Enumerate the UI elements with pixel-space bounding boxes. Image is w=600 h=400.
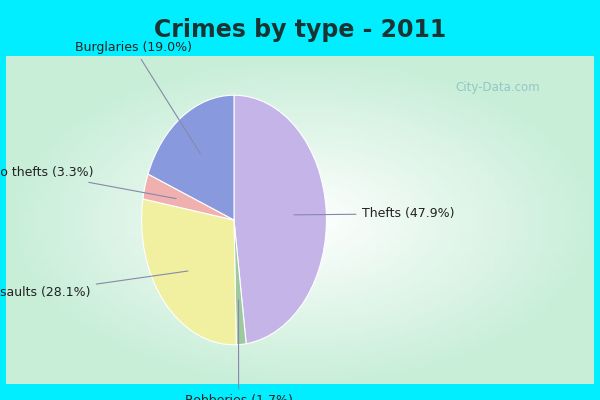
Text: Burglaries (19.0%): Burglaries (19.0%): [76, 41, 200, 154]
Text: Robberies (1.7%): Robberies (1.7%): [185, 300, 293, 400]
Wedge shape: [148, 95, 234, 220]
Wedge shape: [143, 174, 234, 220]
Text: City-Data.com: City-Data.com: [455, 82, 541, 94]
Wedge shape: [234, 95, 326, 344]
Text: Assaults (28.1%): Assaults (28.1%): [0, 271, 188, 299]
Text: Auto thefts (3.3%): Auto thefts (3.3%): [0, 166, 176, 199]
Text: Crimes by type - 2011: Crimes by type - 2011: [154, 18, 446, 42]
Wedge shape: [234, 220, 246, 345]
Text: Thefts (47.9%): Thefts (47.9%): [294, 207, 454, 220]
Wedge shape: [142, 199, 236, 345]
